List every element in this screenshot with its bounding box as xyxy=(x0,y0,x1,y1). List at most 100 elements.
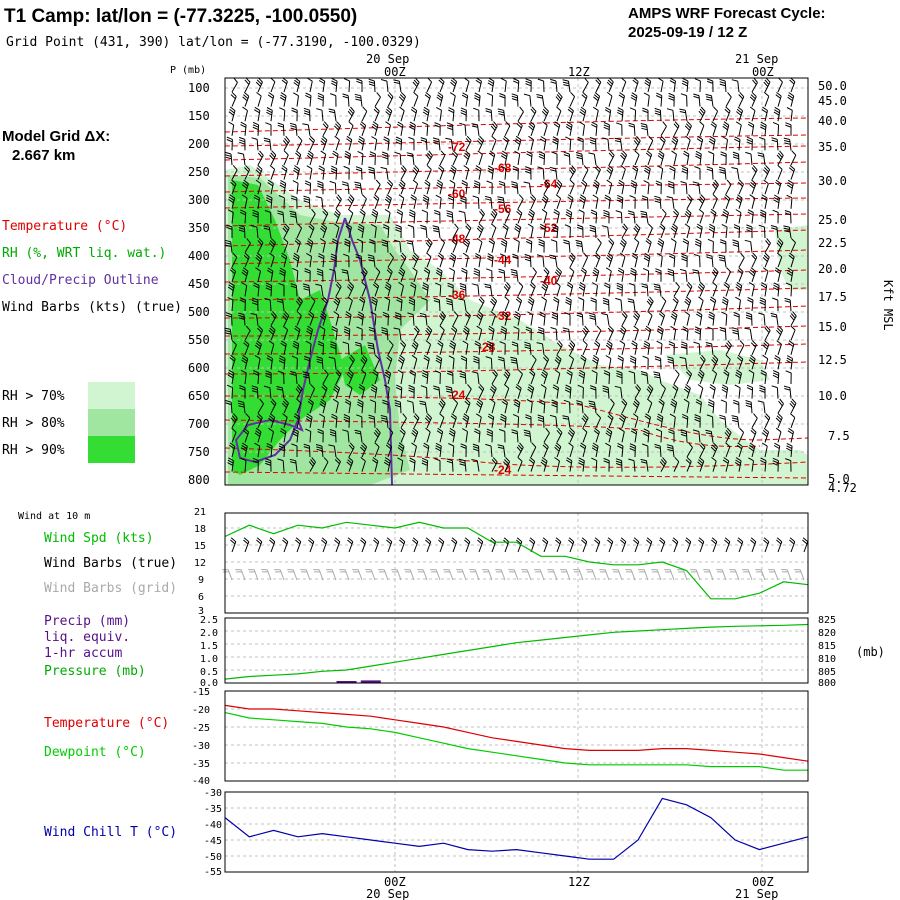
wind-barb xyxy=(776,340,782,355)
wind-barb xyxy=(228,121,235,136)
wind-barb xyxy=(281,165,288,180)
wind-barb xyxy=(226,224,233,238)
wind-barb xyxy=(240,121,247,136)
wind-barb xyxy=(590,385,597,399)
wind-barb xyxy=(267,179,274,195)
wind-barb xyxy=(328,356,337,370)
wind-panel xyxy=(222,512,809,614)
wind-barb xyxy=(783,225,792,239)
wind-barb xyxy=(504,296,510,312)
wind-barb xyxy=(412,164,420,180)
temperature-line xyxy=(224,704,809,762)
wind-barb xyxy=(693,341,701,355)
wind-barb xyxy=(527,311,534,326)
wind-barb xyxy=(761,106,768,122)
wind-barb xyxy=(224,239,233,253)
wind-barb-true xyxy=(256,537,263,553)
wind-barb xyxy=(439,237,446,253)
wind-barb-grid xyxy=(261,569,272,581)
wind-barb xyxy=(253,194,260,209)
wind-barb xyxy=(516,121,523,136)
wind-barb xyxy=(278,443,286,458)
wind-barb xyxy=(343,414,350,428)
wind-barb xyxy=(280,252,288,268)
rh70-swatch xyxy=(88,382,135,409)
wind-barb xyxy=(706,254,714,268)
wind-barb xyxy=(513,398,521,414)
wind-barb xyxy=(771,137,779,151)
wind-barb xyxy=(722,208,729,224)
wind-barb xyxy=(620,77,627,93)
wind-barb xyxy=(437,340,444,355)
wind-barb xyxy=(474,428,481,443)
wind-barb xyxy=(445,298,454,312)
wind-barb xyxy=(503,456,511,472)
wind-barb xyxy=(776,150,784,166)
pressure-tick: 700 xyxy=(188,417,210,431)
wind-barb xyxy=(304,180,312,195)
wind-barb xyxy=(760,369,767,385)
wind-barb xyxy=(348,442,355,458)
wind-barb xyxy=(266,355,273,370)
wind-barb-grid xyxy=(690,569,701,581)
wind-barb xyxy=(581,325,589,341)
wind-speed-line xyxy=(224,521,809,600)
wind-barb xyxy=(499,341,506,355)
wind-barb xyxy=(360,267,368,283)
wind-barb xyxy=(553,296,560,312)
wind-barb xyxy=(374,92,381,107)
model-grid-value: 2.667 km xyxy=(12,147,75,164)
wind-barb xyxy=(620,150,628,166)
pressure-tick: 250 xyxy=(188,165,210,179)
wind-barb xyxy=(654,195,662,209)
wind-barb xyxy=(711,354,719,370)
wind-barb xyxy=(393,239,402,253)
wind-barb xyxy=(711,457,717,472)
wind-barb xyxy=(291,195,298,209)
wind-barb xyxy=(448,355,455,370)
wind-barb xyxy=(283,150,289,166)
wind-barb-grid xyxy=(339,569,350,581)
wind-barb xyxy=(357,135,365,151)
wind-barb xyxy=(241,354,249,370)
wind-barb xyxy=(668,180,675,195)
wind-barb xyxy=(308,135,315,151)
wind-barb xyxy=(724,340,732,356)
wind-barb-true xyxy=(542,537,549,553)
wind-barb xyxy=(738,252,745,268)
wind-barb xyxy=(421,457,429,472)
pressure-right-tick: 805 xyxy=(818,667,836,678)
wind-barb xyxy=(501,398,508,414)
wind-barb xyxy=(380,79,389,93)
wind-barb xyxy=(411,354,418,370)
wind-barb xyxy=(670,325,677,341)
wind-barb xyxy=(282,413,288,428)
wind-barb xyxy=(588,152,597,166)
wind-barb xyxy=(747,296,754,312)
wind-barb xyxy=(536,254,545,268)
wind-barb xyxy=(471,371,480,385)
wind-barb xyxy=(243,252,250,268)
wind-barb xyxy=(615,210,623,224)
wind-barb xyxy=(270,398,277,414)
wind-barb xyxy=(666,196,675,209)
wind-barb xyxy=(293,165,300,180)
wind-barb xyxy=(588,400,597,414)
wind-barb xyxy=(734,457,742,472)
legend-barbs-grid: Wind Barbs (grid) xyxy=(44,581,177,596)
wind-barb xyxy=(491,369,498,385)
wind-barb xyxy=(267,267,274,282)
wind-barb xyxy=(606,179,613,195)
wind-barb xyxy=(227,296,234,312)
wind-barb xyxy=(786,267,794,282)
wind-barb xyxy=(460,355,468,370)
wind-barb xyxy=(565,136,572,151)
wind-barb xyxy=(655,92,663,107)
wind-barb xyxy=(628,458,636,472)
wind-barb xyxy=(484,195,493,209)
wind-barb xyxy=(735,121,742,136)
wind-barb xyxy=(630,428,638,443)
wind-barb-grid xyxy=(287,569,298,581)
wind-barb xyxy=(381,327,389,341)
wind-barb xyxy=(426,252,432,268)
